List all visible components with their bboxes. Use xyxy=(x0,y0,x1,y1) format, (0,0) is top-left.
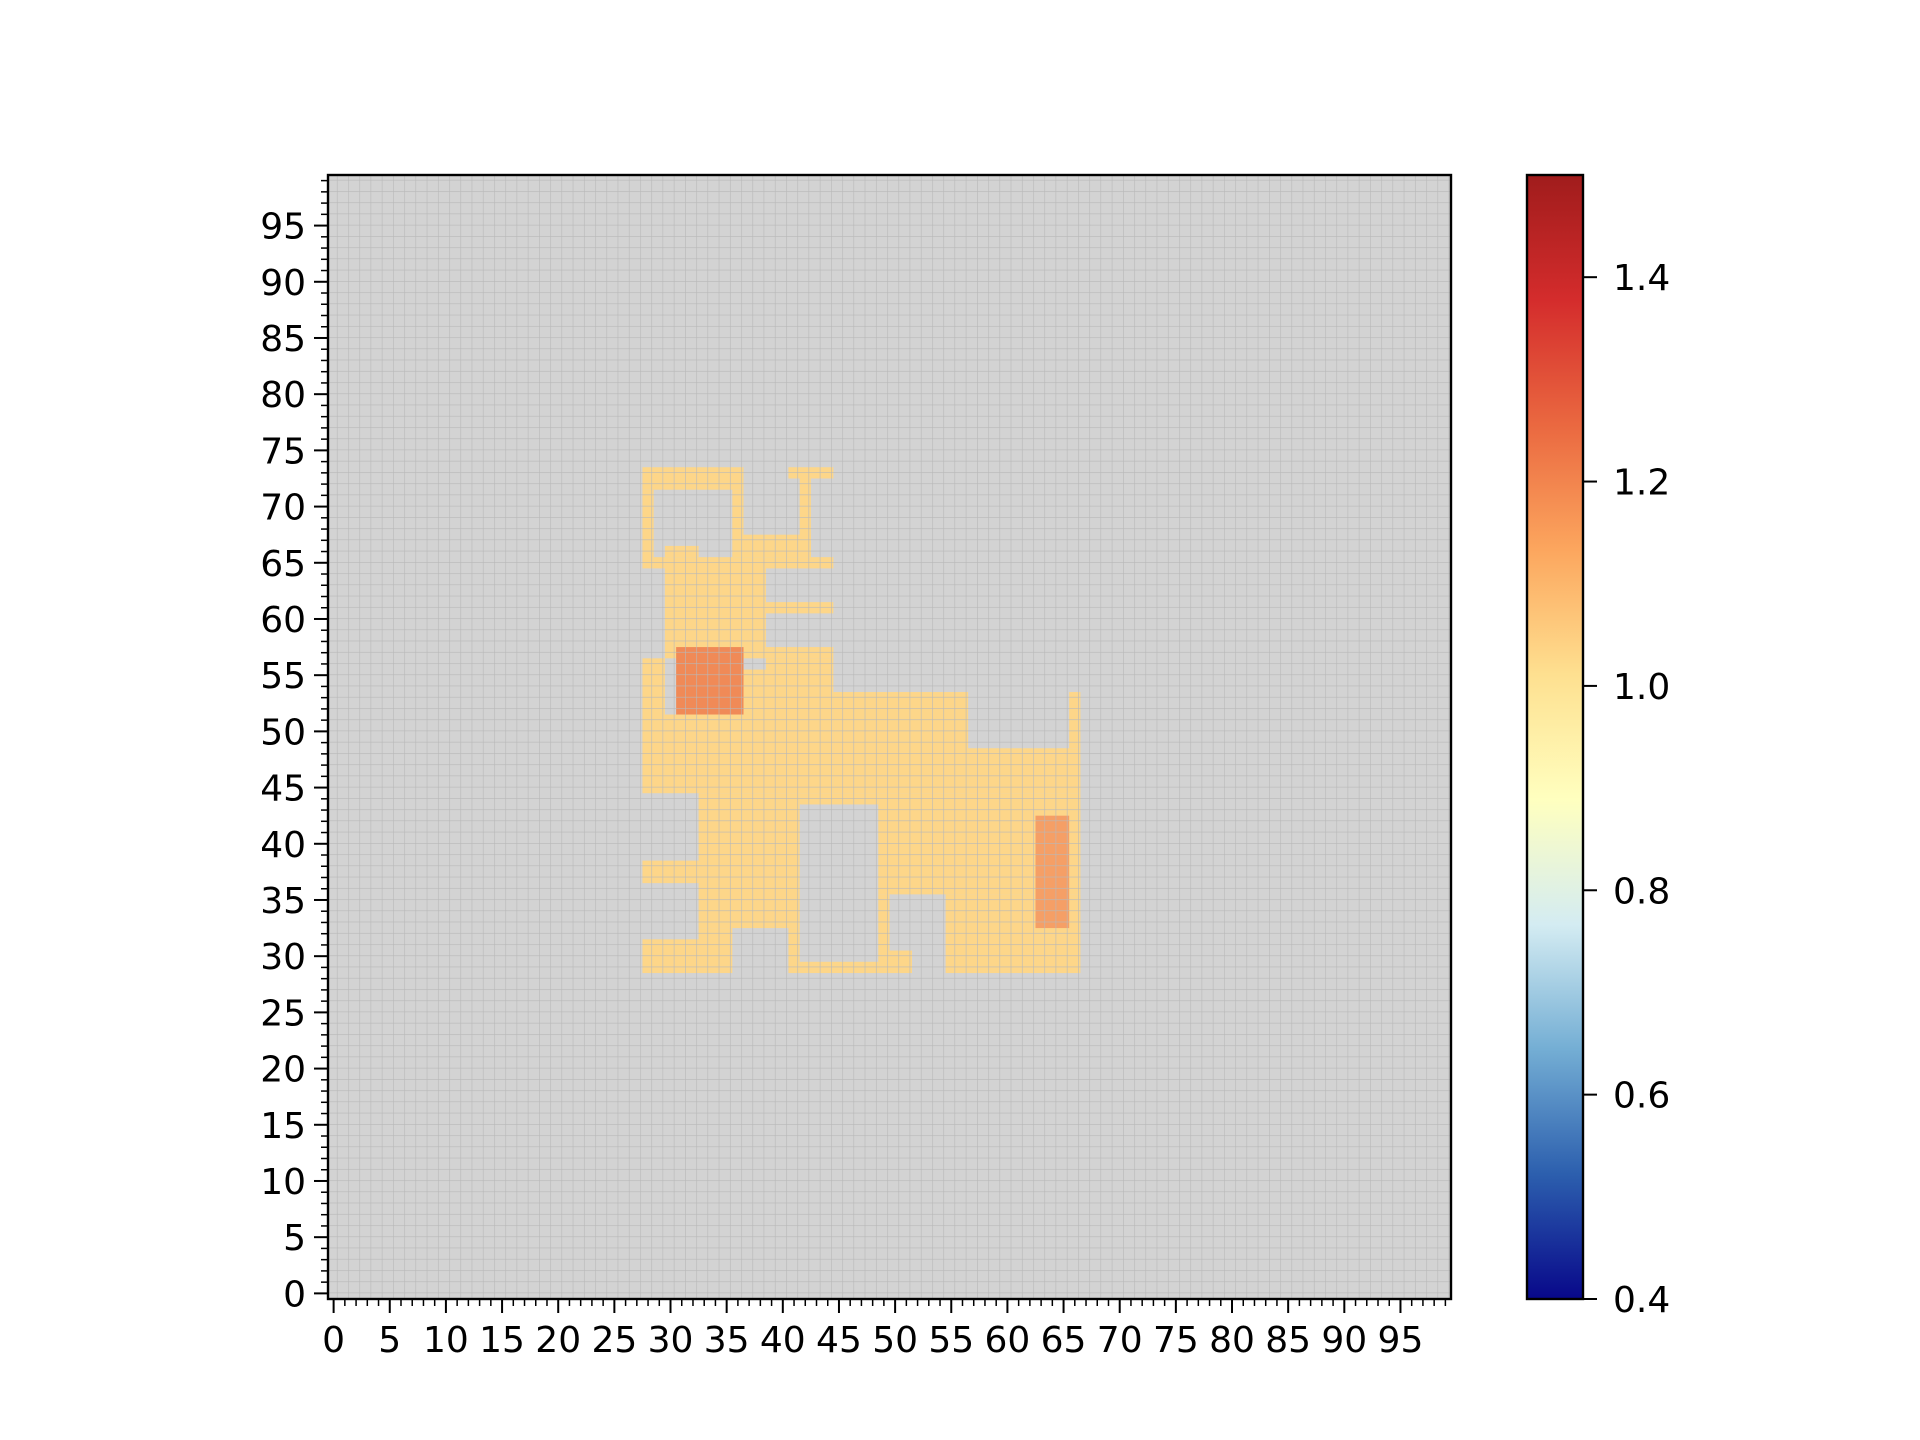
x-tick-label: 25 xyxy=(591,1320,637,1361)
y-tick-label: 25 xyxy=(260,993,306,1034)
y-tick-label: 0 xyxy=(283,1274,306,1315)
colorbar-gradient xyxy=(1525,173,1585,1301)
y-tick-label: 40 xyxy=(260,825,306,866)
y-tick-label: 90 xyxy=(260,263,306,304)
y-tick-label: 80 xyxy=(260,375,306,416)
colorbar-tick-label: 1.2 xyxy=(1613,463,1670,504)
x-tick-label: 65 xyxy=(1041,1320,1087,1361)
y-tick-label: 15 xyxy=(260,1106,306,1147)
y-tick-label: 70 xyxy=(260,488,306,529)
x-axis: 0 5 10 15 20 25 30 35 40 45 50 55 60 65 70 75 80 85 90 95 xyxy=(322,1299,1447,1361)
x-tick-label: 75 xyxy=(1153,1320,1199,1361)
colorbar-tick-label: 1.4 xyxy=(1613,258,1670,299)
x-tick-label: 10 xyxy=(423,1320,469,1361)
y-tick-label: 85 xyxy=(260,319,306,360)
y-tick-label: 65 xyxy=(260,544,306,585)
x-tick-label: 90 xyxy=(1321,1320,1367,1361)
y-tick-label: 20 xyxy=(260,1050,306,1091)
x-tick-label: 40 xyxy=(760,1320,806,1361)
x-tick-label: 95 xyxy=(1378,1320,1424,1361)
colorbar-tick-label: 0.6 xyxy=(1613,1076,1670,1117)
x-tick-label: 0 xyxy=(322,1320,345,1361)
y-tick-label: 5 xyxy=(283,1218,306,1259)
x-tick-label: 50 xyxy=(872,1320,918,1361)
y-tick-label: 95 xyxy=(260,207,306,248)
y-tick-label: 60 xyxy=(260,600,306,641)
colorbar-ticks: 0.4 0.6 0.8 1.0 1.2 1.4 xyxy=(1583,258,1670,1321)
x-tick-label: 55 xyxy=(928,1320,974,1361)
x-tick-label: 30 xyxy=(648,1320,694,1361)
y-tick-label: 10 xyxy=(260,1162,306,1203)
plot-frame xyxy=(326,173,1453,1301)
plot-area xyxy=(326,173,1453,1301)
x-tick-label: 15 xyxy=(479,1320,525,1361)
colorbar: 0.4 0.6 0.8 1.0 1.2 1.4 xyxy=(1525,173,1670,1321)
y-tick-label: 45 xyxy=(260,769,306,810)
x-tick-label: 85 xyxy=(1265,1320,1311,1361)
x-tick-label: 35 xyxy=(704,1320,750,1361)
colorbar-tick-label: 1.0 xyxy=(1613,667,1670,708)
colorbar-tick-label: 0.8 xyxy=(1613,871,1670,912)
y-tick-label: 30 xyxy=(260,937,306,978)
x-tick-label: 5 xyxy=(378,1320,401,1361)
y-tick-label: 50 xyxy=(260,712,306,753)
x-tick-label: 70 xyxy=(1097,1320,1143,1361)
y-tick-label: 35 xyxy=(260,881,306,922)
y-tick-label: 55 xyxy=(260,656,306,697)
y-axis: 0 5 10 15 20 25 30 35 40 45 50 55 60 65 70 75 80 85 90 95 xyxy=(260,179,328,1315)
y-tick-label: 75 xyxy=(260,431,306,472)
x-tick-label: 45 xyxy=(816,1320,862,1361)
cell-grid-overlay xyxy=(328,175,1451,1299)
x-tick-label: 20 xyxy=(535,1320,581,1361)
x-tick-label: 60 xyxy=(985,1320,1031,1361)
colorbar-tick-label: 0.4 xyxy=(1613,1280,1670,1321)
x-tick-label: 80 xyxy=(1209,1320,1255,1361)
